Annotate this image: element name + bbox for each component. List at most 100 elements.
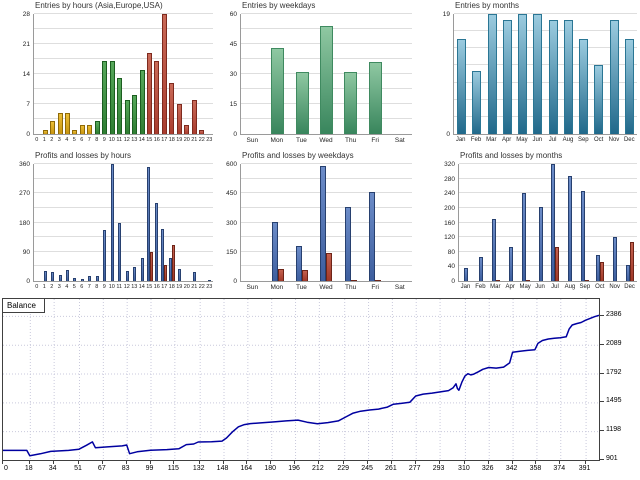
y-tick-label: 19 <box>442 11 450 18</box>
category-slot <box>489 219 504 281</box>
bar <box>277 269 284 281</box>
bar <box>581 191 586 281</box>
category-slot <box>138 258 145 281</box>
y-tick-label: 21 <box>22 41 30 48</box>
bar <box>58 275 62 281</box>
y-tick-label: 300 <box>226 220 237 227</box>
bar <box>102 61 108 134</box>
grid-line <box>34 221 213 223</box>
grid-line <box>34 88 213 89</box>
chart-title: Profits and losses by months <box>460 151 563 160</box>
bar <box>320 166 327 281</box>
grid-line <box>459 177 637 179</box>
x-tick-label: Nov <box>608 137 620 143</box>
x-tick-mark <box>29 461 30 464</box>
category-slot <box>607 20 622 134</box>
bar <box>42 130 48 134</box>
x-tick-label: Aug <box>564 284 576 290</box>
bar <box>51 272 55 281</box>
category-slot <box>161 229 168 281</box>
y-tick-label: 45 <box>229 41 237 48</box>
y-tick-label: 1792 <box>606 368 622 376</box>
category-slot <box>503 247 518 281</box>
x-tick-label: Aug <box>562 137 574 143</box>
bar <box>103 230 107 281</box>
bar <box>207 280 211 281</box>
x-tick-label: 16 <box>153 137 160 143</box>
bar <box>191 100 197 134</box>
bar <box>624 39 634 134</box>
x-tick-label: Nov <box>609 284 621 290</box>
category-slot <box>56 275 63 281</box>
bar <box>80 279 84 281</box>
y-tick-label: 200 <box>444 205 455 212</box>
bar <box>176 104 182 134</box>
bar <box>171 245 175 281</box>
bar <box>302 270 309 281</box>
x-tick-label: Dec <box>624 284 635 290</box>
grid-line <box>34 73 213 74</box>
x-tick-label: 15 <box>146 284 153 290</box>
category-slot <box>116 223 123 281</box>
category-slot <box>265 48 289 134</box>
bar <box>585 280 590 281</box>
x-tick-label: 212 <box>312 465 324 472</box>
bars-area <box>454 14 637 134</box>
x-tick-label: 148 <box>216 465 229 472</box>
x-tick-label: 16 <box>153 284 160 290</box>
grid-line <box>241 163 412 164</box>
x-tick-label: Jul <box>548 137 557 143</box>
bar <box>464 268 469 281</box>
category-slot <box>131 95 138 134</box>
grid-line <box>454 64 637 66</box>
grid-line <box>34 236 213 238</box>
y-tick-label: 2089 <box>606 339 622 347</box>
x-tick-label: 293 <box>432 465 445 472</box>
x-tick-mark <box>270 461 271 464</box>
y-tick-label: 450 <box>226 190 237 197</box>
category-slot <box>153 203 160 281</box>
x-tick-label: 21 <box>191 284 198 290</box>
category-slot <box>363 192 387 281</box>
x-tick-label: 326 <box>481 465 494 472</box>
grid-line <box>34 206 213 208</box>
y-tick-label: 180 <box>19 220 30 227</box>
category-slot <box>314 26 338 134</box>
x-tick-label: Sep <box>577 137 589 143</box>
x-tick-label: Sat <box>394 137 405 144</box>
category-slot <box>622 242 637 281</box>
x-tick-label: 19 <box>176 137 183 143</box>
grid-line <box>34 103 213 104</box>
bar <box>50 121 56 134</box>
category-slot <box>146 167 153 281</box>
bar <box>109 61 115 134</box>
grid-line <box>454 98 637 100</box>
x-tick-label: Thu <box>345 284 357 291</box>
grid-line <box>241 177 412 179</box>
x-tick-label: 0 <box>35 284 39 290</box>
bar <box>72 130 78 134</box>
category-slot <box>176 104 183 134</box>
plot-area <box>240 163 412 282</box>
category-slot <box>469 71 484 134</box>
x-tick-mark <box>53 461 54 464</box>
x-tick-label: Jul <box>551 284 559 290</box>
grid-line <box>34 177 213 179</box>
bar <box>538 207 543 281</box>
x-tick-label: 261 <box>385 465 397 472</box>
x-tick-label: 13 <box>131 284 138 290</box>
chart-profits-losses-by-months: Profits and losses by months 320 280 240 200… <box>440 150 640 295</box>
x-tick-label: May <box>519 284 531 290</box>
x-tick-label: Sat <box>394 284 405 291</box>
y-tick-label: 2386 <box>606 310 622 318</box>
bar <box>629 242 634 281</box>
bar <box>479 257 484 281</box>
category-slot <box>561 20 576 134</box>
grid-line <box>459 192 637 194</box>
bar <box>164 265 168 281</box>
x-tick-label: 358 <box>529 465 542 472</box>
x-tick-mark <box>78 461 79 464</box>
bar <box>521 193 526 281</box>
x-tick-label: 5 <box>72 137 76 143</box>
